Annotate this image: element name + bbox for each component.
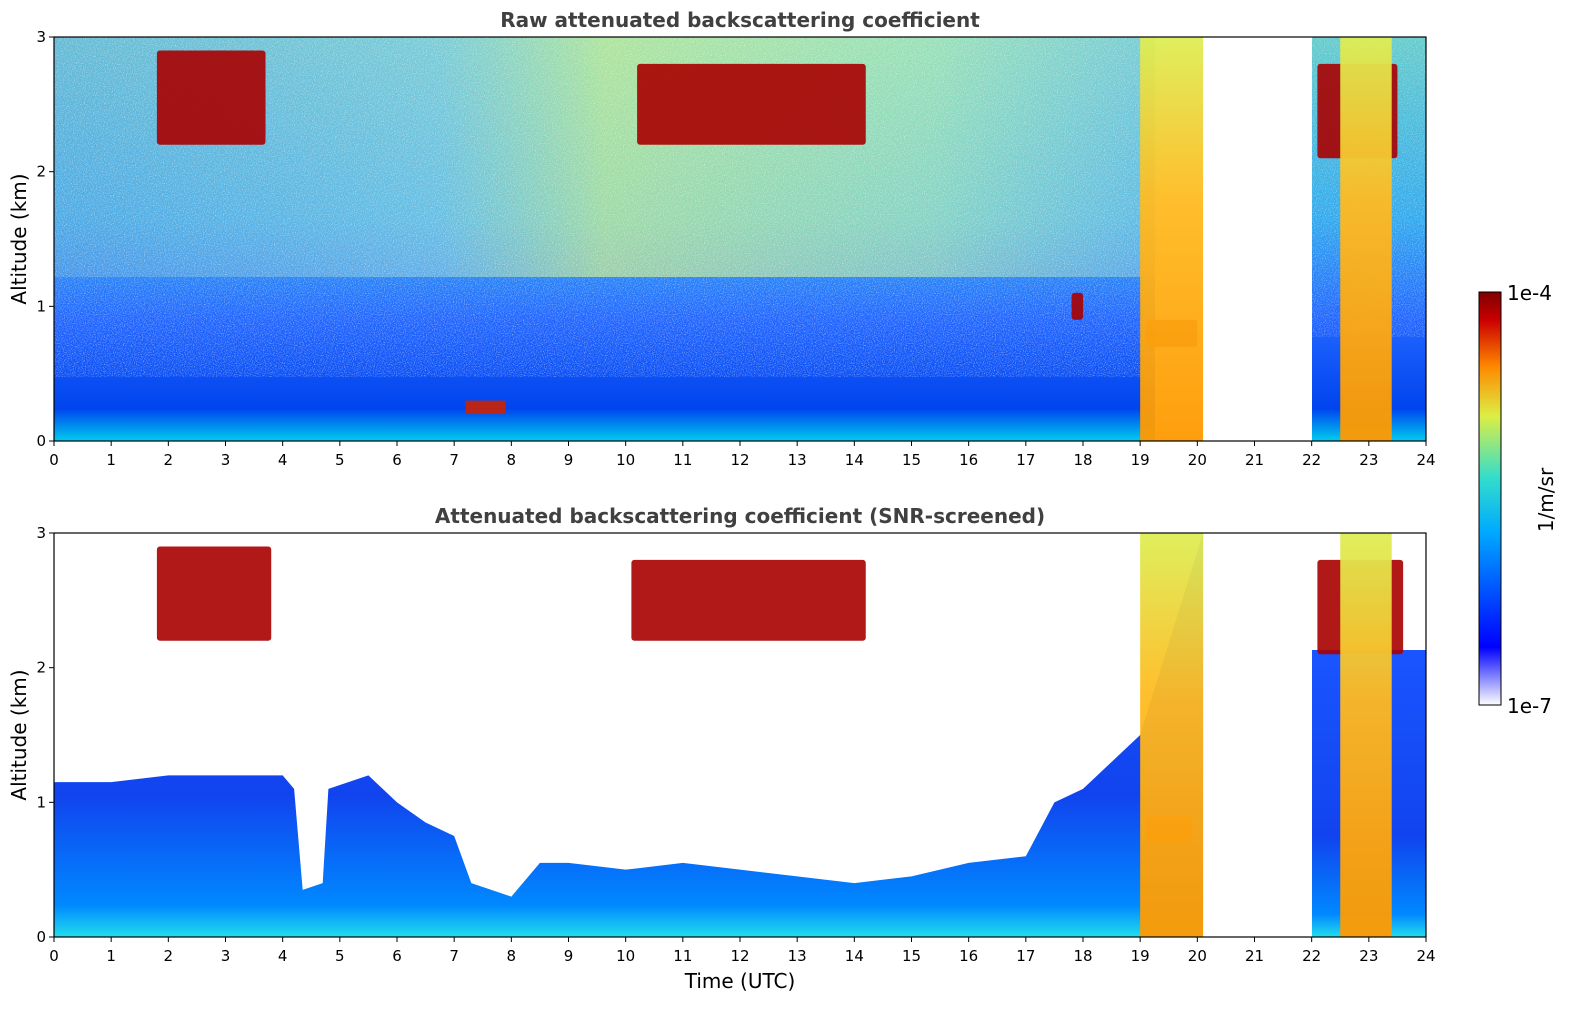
- precipitation-feature: [1140, 37, 1204, 441]
- colorbar-gradient: [1478, 291, 1502, 706]
- x-tick-label: 1: [106, 451, 116, 469]
- y-tick-label: 0: [36, 432, 46, 450]
- cloud-feature: [631, 559, 866, 641]
- x-tick-label: 21: [1245, 947, 1264, 965]
- y-axis: 0 1 2 3: [36, 28, 54, 450]
- boundary-layer-area: [54, 533, 1204, 937]
- cloud-feature: [156, 50, 266, 145]
- panel-title: Raw attenuated backscattering coefficien…: [500, 8, 980, 32]
- x-tick-label: 6: [392, 451, 402, 469]
- x-tick-label: 19: [1131, 451, 1150, 469]
- x-tick-label: 12: [730, 451, 749, 469]
- y-tick-label: 2: [36, 659, 46, 677]
- x-axis: 0 1 2 3 4 5 6 7 8 9 10 11 12 13 14 15 16 17 18 19 20 21 22 23 24: [49, 937, 1436, 965]
- x-tick-label: 16: [959, 451, 978, 469]
- y-tick-label: 0: [36, 928, 46, 946]
- x-tick-label: 20: [1188, 947, 1207, 965]
- feature-layer: [156, 37, 1398, 441]
- x-tick-label: 17: [1016, 451, 1035, 469]
- x-tick-label: 5: [335, 451, 345, 469]
- x-tick-label: 8: [507, 451, 517, 469]
- x-tick-label: 5: [335, 947, 345, 965]
- precipitation-feature: [1140, 533, 1204, 937]
- surface-aerosol-layer-feature: [465, 400, 506, 415]
- panel-title: Attenuated backscattering coefficient (S…: [435, 504, 1045, 528]
- x-tick-label: 21: [1245, 451, 1264, 469]
- x-tick-label: 8: [507, 947, 517, 965]
- feature-layer: [156, 533, 1404, 937]
- x-tick-label: 20: [1188, 451, 1207, 469]
- heatmap-plot-area: [54, 533, 1426, 937]
- x-tick-label: 12: [730, 947, 749, 965]
- y-tick-label: 1: [36, 793, 46, 811]
- x-tick-label: 2: [164, 451, 174, 469]
- x-tick-label: 14: [845, 947, 864, 965]
- snr-screened-panel: Attenuated backscattering coefficient (S…: [7, 504, 1436, 993]
- x-tick-label: 14: [845, 451, 864, 469]
- x-tick-label: 11: [673, 947, 692, 965]
- x-tick-label: 18: [1073, 947, 1092, 965]
- x-tick-label: 10: [616, 451, 635, 469]
- cloud-feature: [156, 546, 272, 641]
- precipitation-feature: [1340, 37, 1392, 441]
- x-tick-label: 6: [392, 947, 402, 965]
- x-tick-label: 17: [1016, 947, 1035, 965]
- y-axis-label: Altitude (km): [7, 173, 31, 304]
- x-tick-label: 4: [278, 947, 288, 965]
- x-tick-label: 18: [1073, 451, 1092, 469]
- x-tick-label: 2: [164, 947, 174, 965]
- colorbar-unit-label: 1/m/sr: [1534, 467, 1558, 532]
- x-tick-label: 22: [1302, 451, 1321, 469]
- x-tick-label: 24: [1416, 947, 1435, 965]
- x-tick-label: 13: [788, 451, 807, 469]
- cloud-feature: [1071, 292, 1083, 320]
- data-gap: [1208, 37, 1312, 441]
- x-tick-label: 24: [1416, 451, 1435, 469]
- x-tick-label: 0: [49, 451, 59, 469]
- x-tick-label: 15: [902, 947, 921, 965]
- y-axis-label: Altitude (km): [7, 669, 31, 800]
- y-tick-label: 2: [36, 163, 46, 181]
- x-tick-label: 23: [1359, 451, 1378, 469]
- x-tick-label: 0: [49, 947, 59, 965]
- cloud-feature: [637, 63, 866, 145]
- y-tick-label: 1: [36, 297, 46, 315]
- x-tick-label: 19: [1131, 947, 1150, 965]
- data-gap: [1208, 533, 1312, 937]
- x-tick-label: 7: [449, 947, 459, 965]
- x-axis: 0 1 2 3 4 5 6 7 8 9 10 11 12 13 14 15 16 17 18 19 20 21 22 23 24: [49, 441, 1436, 469]
- x-tick-label: 10: [616, 947, 635, 965]
- y-tick-label: 3: [36, 524, 46, 542]
- y-tick-label: 3: [36, 28, 46, 46]
- raw-backscatter-panel: Raw attenuated backscattering coefficien…: [7, 8, 1436, 469]
- x-tick-label: 16: [959, 947, 978, 965]
- x-tick-label: 15: [902, 451, 921, 469]
- x-tick-label: 3: [221, 947, 231, 965]
- colorbar-min-label: 1e-7: [1507, 694, 1552, 718]
- x-tick-label: 4: [278, 451, 288, 469]
- x-tick-label: 9: [564, 947, 574, 965]
- x-tick-label: 13: [788, 947, 807, 965]
- colorbar: 1e-4 1e-7 1/m/sr: [1478, 281, 1558, 718]
- x-tick-label: 11: [673, 451, 692, 469]
- x-tick-label: 7: [449, 451, 459, 469]
- x-tick-label: 9: [564, 451, 574, 469]
- x-tick-label: 1: [106, 947, 116, 965]
- heatmap-plot-area: [54, 37, 1426, 441]
- y-axis: 0 1 2 3: [36, 524, 54, 946]
- x-tick-label: 23: [1359, 947, 1378, 965]
- x-axis-label: Time (UTC): [684, 969, 796, 993]
- colorbar-max-label: 1e-4: [1507, 281, 1552, 305]
- x-tick-label: 22: [1302, 947, 1321, 965]
- precipitation-feature: [1340, 533, 1392, 937]
- x-tick-label: 3: [221, 451, 231, 469]
